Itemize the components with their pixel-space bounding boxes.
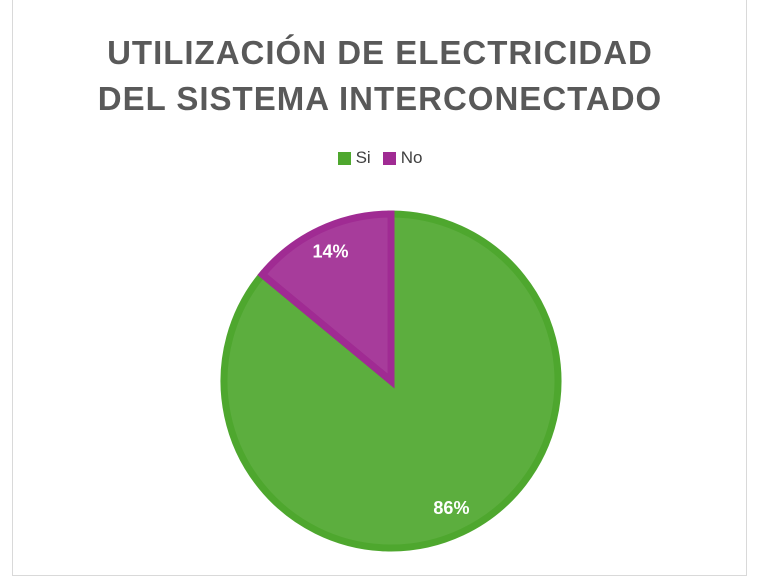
legend-label: No [400,148,423,167]
legend-swatch [337,151,351,165]
legend-item: Si [337,148,371,168]
data-label: 86% [433,498,469,518]
pie-slice [257,210,395,389]
data-label: 14% [313,241,349,261]
chart-frame [12,0,747,576]
legend-item: No [382,148,423,168]
legend: Si No [0,148,760,168]
legend-swatch [382,151,396,165]
legend-label: Si [355,148,371,167]
chart-title: UTILIZACIÓN DE ELECTRICIDAD DEL SISTEMA … [97,34,663,117]
